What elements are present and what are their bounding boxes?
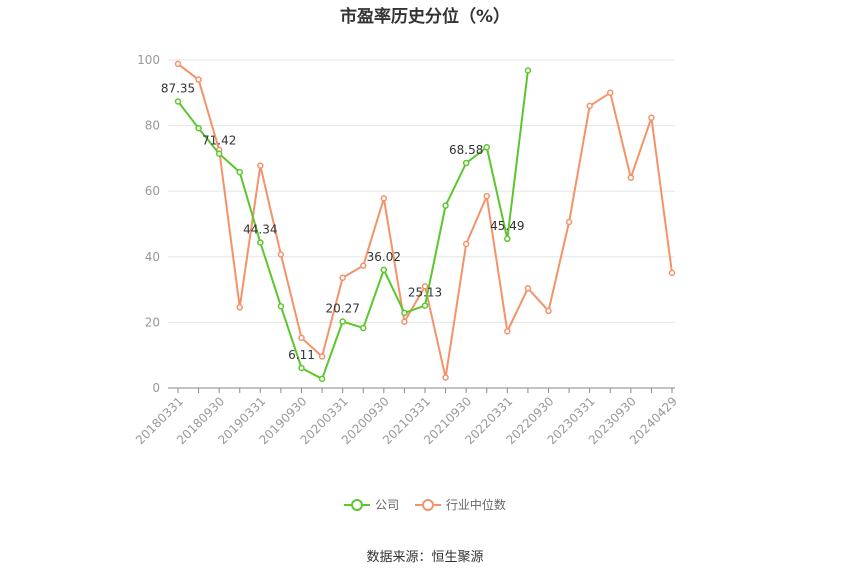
data-point-industry-median — [483, 192, 490, 200]
data-point-industry-median — [380, 195, 388, 202]
legend-label-industry-median: 行业中位数 — [445, 498, 506, 512]
legend-item-company[interactable]: 公司 — [344, 496, 399, 513]
data-point-industry-median — [607, 89, 614, 97]
y-tick-label: 20 — [145, 315, 160, 329]
data-point-industry-median — [504, 328, 511, 335]
y-tick-label: 40 — [145, 250, 160, 264]
y-tick-label: 80 — [145, 119, 160, 133]
data-point-industry-median — [421, 283, 429, 290]
data-point-company — [421, 302, 429, 309]
data-point-industry-median — [462, 240, 470, 248]
data-point-industry-median — [195, 76, 202, 83]
data-source: 数据来源：恒生聚源 — [366, 550, 484, 565]
data-point-industry-median — [586, 102, 593, 110]
data-point-company — [483, 143, 490, 151]
chart-title: 市盈率历史分位（%） — [339, 7, 511, 27]
data-point-industry-median — [360, 262, 367, 269]
legend: 公司 行业中位数 — [0, 496, 850, 515]
series-layer — [174, 60, 676, 383]
grid-lines — [168, 59, 675, 323]
data-point-industry-median — [565, 218, 573, 226]
data-point-industry-median — [257, 162, 264, 169]
legend-swatch-company — [344, 498, 371, 512]
data-point-company — [504, 235, 511, 243]
data-label: 20.27 — [325, 302, 359, 316]
x-axis: 2018033120180930201903312019093020200331… — [133, 387, 680, 447]
data-point-industry-median — [174, 60, 182, 68]
data-label: 68.58 — [449, 143, 483, 157]
data-point-industry-median — [442, 374, 449, 381]
data-point-company — [462, 159, 470, 167]
data-point-industry-median — [236, 304, 243, 311]
legend-label-company: 公司 — [375, 498, 400, 512]
y-tick-label: 0 — [152, 381, 160, 395]
data-point-industry-median — [668, 269, 676, 277]
series-line-company — [177, 70, 529, 380]
series-line-industry-median — [177, 63, 673, 379]
data-point-company — [339, 318, 346, 325]
data-point-company — [524, 67, 532, 74]
line-chart: 0 20 40 60 80 100 201803312018093020190331201… — [133, 53, 680, 447]
y-axis: 0 20 40 60 80 100 — [137, 53, 160, 395]
data-label: 25.13 — [408, 286, 442, 300]
data-point-company — [236, 168, 243, 176]
data-point-industry-median — [648, 114, 655, 121]
data-point-company — [360, 324, 367, 332]
data-point-company — [277, 303, 285, 310]
data-point-industry-median — [339, 274, 346, 282]
data-point-company — [380, 266, 388, 274]
data-point-company — [401, 309, 408, 317]
data-point-company — [298, 364, 305, 372]
data-point-industry-median — [318, 353, 326, 360]
data-point-industry-median — [401, 318, 408, 325]
data-label: 87.35 — [161, 81, 195, 95]
legend-swatch-industry-median — [414, 498, 441, 512]
data-point-industry-median — [524, 285, 532, 292]
data-point-industry-median — [627, 174, 635, 182]
y-tick-label: 100 — [137, 53, 160, 67]
data-point-company — [257, 239, 264, 246]
data-label: 36.02 — [367, 250, 401, 264]
y-tick-label: 60 — [145, 184, 160, 198]
data-point-company — [174, 98, 182, 105]
data-point-industry-median — [545, 307, 552, 315]
data-point-company — [318, 375, 326, 383]
data-label: 71.42 — [202, 134, 236, 148]
data-point-industry-median — [277, 251, 285, 258]
data-point-company — [442, 202, 449, 209]
data-label: 44.34 — [243, 223, 277, 237]
data-point-company — [195, 124, 202, 132]
data-label: 45.49 — [490, 219, 524, 233]
data-labels: 87.35 71.42 44.34 6.11 20.27 36.02 25.13 68.58 4… — [161, 81, 525, 361]
data-point-industry-median — [298, 334, 305, 342]
data-point-company — [215, 150, 223, 157]
data-label: 6.11 — [288, 348, 315, 362]
legend-item-industry-median[interactable]: 行业中位数 — [414, 496, 506, 513]
